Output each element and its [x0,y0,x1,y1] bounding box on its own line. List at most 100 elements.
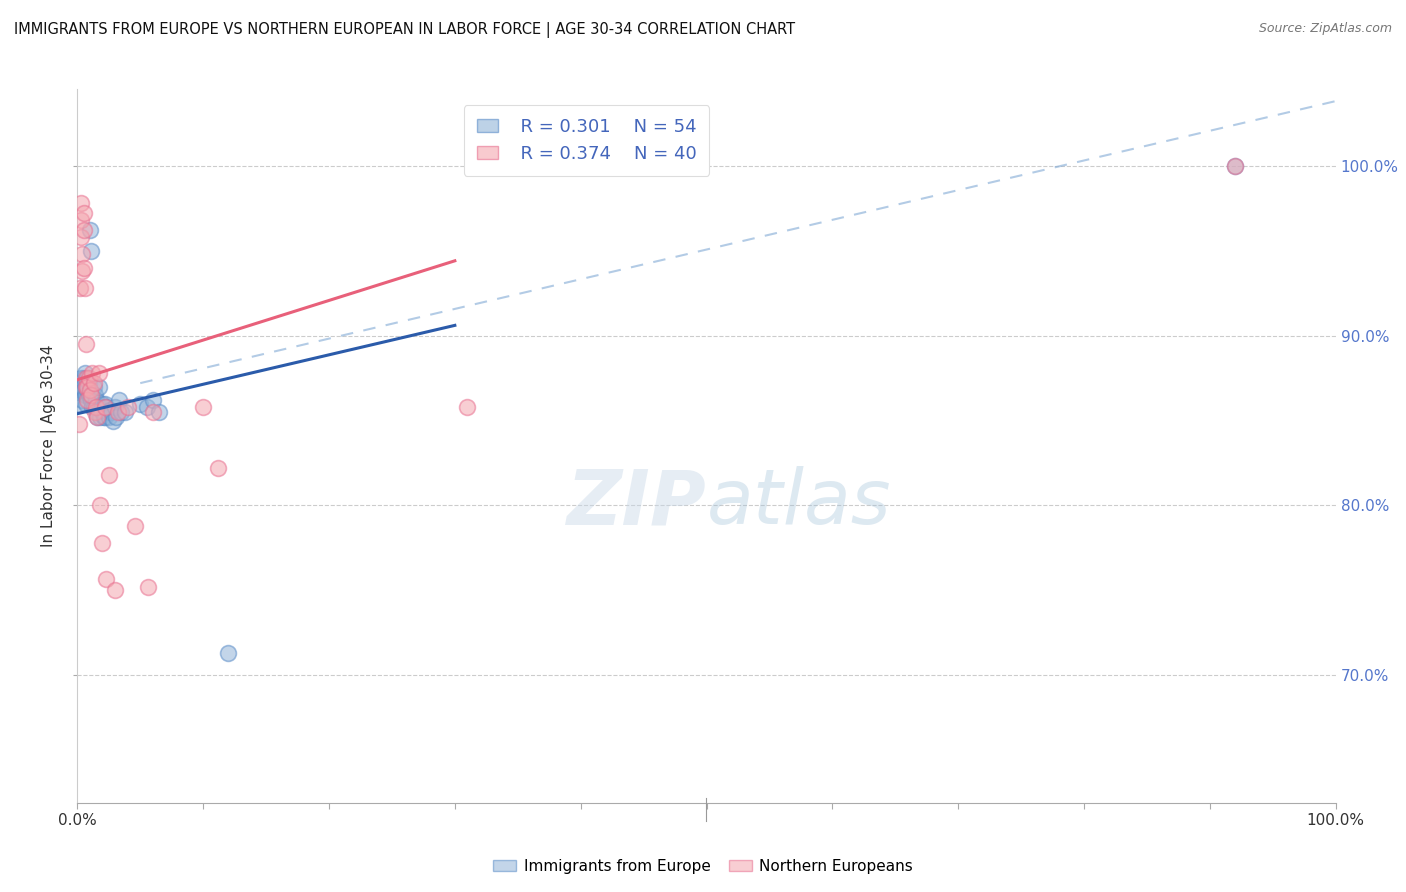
Y-axis label: In Labor Force | Age 30-34: In Labor Force | Age 30-34 [41,344,58,548]
Point [114,405,136,419]
Point [86,405,108,419]
Point [96,572,118,586]
Point [75,379,97,393]
Point [70,386,93,401]
Point [94,400,117,414]
Point [89,400,111,414]
Legend: Immigrants from Europe, Northern Europeans: Immigrants from Europe, Northern Europea… [486,853,920,880]
Point [117,400,139,414]
Point [86,410,108,425]
Point [84,405,107,419]
Point [80,244,103,258]
Point [79,388,101,402]
Point [67,396,90,410]
Point [77,371,100,385]
Point [104,400,127,414]
Point [72,260,94,275]
Text: atlas: atlas [707,467,891,540]
Point [98,403,121,417]
Point [83,376,105,391]
Point [76,379,98,393]
Point [1223,159,1246,173]
Point [83,379,105,393]
Point [142,405,165,419]
Point [91,396,114,410]
Point [107,405,129,419]
Point [129,396,152,410]
Point [84,393,107,408]
Point [90,403,112,417]
Point [105,410,128,425]
Point [96,400,118,414]
Point [77,388,100,402]
Point [72,383,94,397]
Point [100,405,122,419]
Point [76,383,98,397]
Point [72,371,94,385]
Point [91,536,114,550]
Point [89,499,111,513]
Point [70,230,93,244]
Point [72,393,94,408]
Point [82,400,104,414]
Point [67,417,90,431]
Point [1223,159,1246,173]
Point [124,519,146,533]
Point [73,366,96,380]
Point [75,371,97,385]
Point [79,383,101,397]
Point [72,264,94,278]
Point [70,371,93,385]
Point [77,376,100,391]
Text: ZIP: ZIP [567,467,707,540]
Point [69,376,91,391]
Point [101,413,124,427]
Point [86,410,108,425]
Text: Source: ZipAtlas.com: Source: ZipAtlas.com [1258,22,1392,36]
Point [72,223,94,237]
Point [80,388,103,402]
Point [87,379,110,393]
Point [94,396,117,410]
Point [73,376,96,391]
Point [72,247,94,261]
Point [108,393,131,408]
Point [73,388,96,402]
Point [80,393,103,408]
Point [89,410,111,425]
Point [110,405,132,419]
Text: IMMIGRANTS FROM EUROPE VS NORTHERN EUROPEAN IN LABOR FORCE | AGE 30-34 CORRELATI: IMMIGRANTS FROM EUROPE VS NORTHERN EUROP… [14,22,796,38]
Point [75,379,97,393]
Point [70,196,93,211]
Legend:   R = 0.301    N = 54,   R = 0.374    N = 40: R = 0.301 N = 54, R = 0.374 N = 40 [464,105,710,176]
Point [94,410,117,425]
Point [82,366,104,380]
Point [75,388,97,402]
Point [72,379,94,393]
Point [75,337,97,351]
Point [96,405,118,419]
Point [69,281,91,295]
Point [70,213,93,227]
Point [75,396,97,410]
Point [87,366,110,380]
Point [79,223,101,237]
Point [84,388,107,402]
Point [148,405,170,419]
Point [217,646,239,660]
Point [207,461,229,475]
Point [142,393,165,408]
Point [104,583,127,598]
Point [72,206,94,220]
Point [84,400,107,414]
Point [76,393,98,408]
Point [456,400,478,414]
Point [93,410,115,425]
Point [97,467,120,482]
Point [135,400,157,414]
Point [83,400,105,414]
Point [136,580,159,594]
Point [97,410,120,425]
Point [76,371,98,385]
Point [73,281,96,295]
